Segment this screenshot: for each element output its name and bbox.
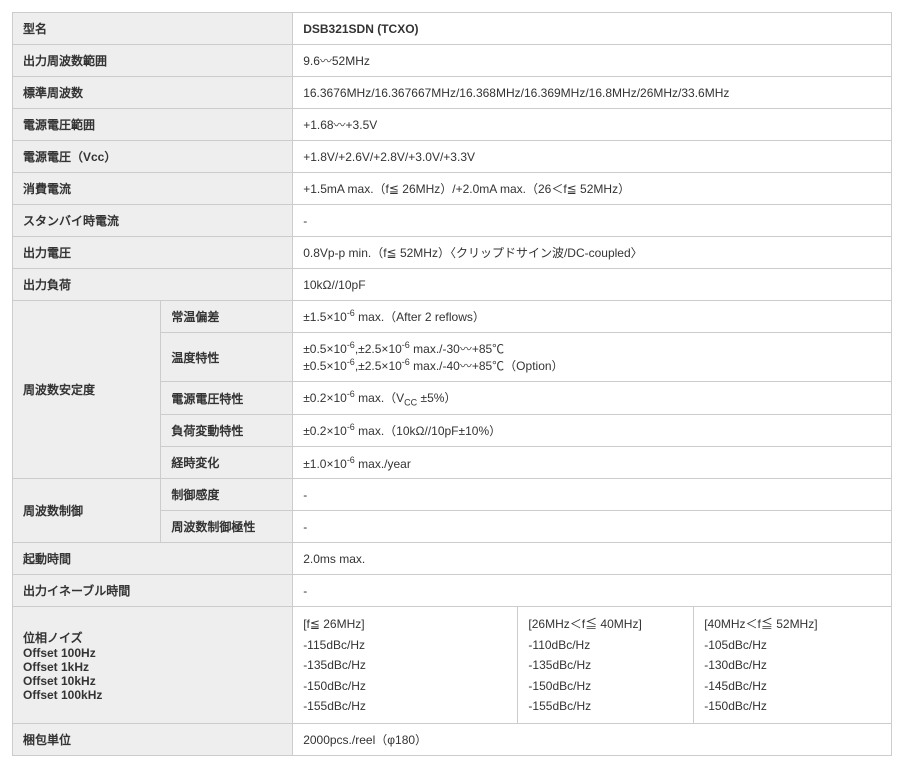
phase-noise-value: -145dBc/Hz (704, 676, 881, 696)
row-value: 2.0ms max. (293, 543, 892, 575)
row-label: 制御感度 (161, 479, 293, 511)
table-row: スタンバイ時電流- (13, 205, 892, 237)
phase-noise-value: -110dBc/Hz (528, 635, 683, 655)
row-label: 出力電圧 (13, 237, 293, 269)
row-label: 負荷変動特性 (161, 415, 293, 447)
row-label: 型名 (13, 13, 293, 45)
row-value: ±1.5×10-6 max.（After 2 reflows） (293, 301, 892, 333)
phase-noise-offset: Offset 100Hz (23, 646, 282, 660)
table-row: 標準周波数16.3676MHz/16.367667MHz/16.368MHz/1… (13, 77, 892, 109)
phase-noise-value: -105dBc/Hz (704, 635, 881, 655)
phase-noise-value: -155dBc/Hz (303, 696, 507, 716)
table-row: 電源電圧（Vcc）+1.8V/+2.6V/+2.8V/+3.0V/+3.3V (13, 141, 892, 173)
table-row: 出力イネーブル時間- (13, 575, 892, 607)
row-value: 0.8Vp-p min.（f≦ 52MHz）〈クリップドサイン波/DC-coup… (293, 237, 892, 269)
row-value: 2000pcs./reel（φ180） (293, 724, 892, 756)
row-label: 温度特性 (161, 333, 293, 382)
phase-noise-offset: Offset 1kHz (23, 660, 282, 674)
row-value: +1.68〰+3.5V (293, 109, 892, 141)
row-label: 起動時間 (13, 543, 293, 575)
row-value: 10kΩ//10pF (293, 269, 892, 301)
row-label: 周波数制御極性 (161, 511, 293, 543)
row-label: 出力負荷 (13, 269, 293, 301)
row-value: +1.8V/+2.6V/+2.8V/+3.0V/+3.3V (293, 141, 892, 173)
table-row: 出力電圧0.8Vp-p min.（f≦ 52MHz）〈クリップドサイン波/DC-… (13, 237, 892, 269)
row-value: - (293, 511, 892, 543)
row-value: - (293, 205, 892, 237)
row-value: - (293, 479, 892, 511)
row-value: - (293, 575, 892, 607)
table-row: 梱包単位2000pcs./reel（φ180） (13, 724, 892, 756)
phase-noise-col: [f≦ 26MHz]-115dBc/Hz-135dBc/Hz-150dBc/Hz… (293, 607, 518, 724)
table-row: 起動時間2.0ms max. (13, 543, 892, 575)
phase-noise-col-header: [26MHz＜f≦ 40MHz] (528, 614, 683, 634)
table-row: 出力負荷10kΩ//10pF (13, 269, 892, 301)
phase-noise-row: 位相ノイズOffset 100HzOffset 1kHzOffset 10kHz… (13, 607, 892, 724)
row-value: +1.5mA max.（f≦ 26MHz）/+2.0mA max.（26＜f≦ … (293, 173, 892, 205)
phase-noise-offset: Offset 10kHz (23, 674, 282, 688)
row-label: 位相ノイズOffset 100HzOffset 1kHzOffset 10kHz… (13, 607, 293, 724)
phase-noise-value: -155dBc/Hz (528, 696, 683, 716)
phase-noise-offset: Offset 100kHz (23, 688, 282, 702)
row-value: ±1.0×10-6 max./year (293, 447, 892, 479)
phase-noise-value: -130dBc/Hz (704, 655, 881, 675)
row-label: 消費電流 (13, 173, 293, 205)
spec-tbody: 型名DSB321SDN (TCXO)出力周波数範囲9.6〰52MHz標準周波数1… (13, 13, 892, 756)
row-label: 出力周波数範囲 (13, 45, 293, 77)
phase-noise-value: -150dBc/Hz (704, 696, 881, 716)
group-label: 周波数安定度 (13, 301, 161, 479)
phase-noise-value: -135dBc/Hz (303, 655, 507, 675)
phase-noise-header: 位相ノイズ (23, 629, 282, 646)
row-value: 16.3676MHz/16.367667MHz/16.368MHz/16.369… (293, 77, 892, 109)
phase-noise-col: [26MHz＜f≦ 40MHz]-110dBc/Hz-135dBc/Hz-150… (518, 607, 694, 724)
row-value: DSB321SDN (TCXO) (293, 13, 892, 45)
row-label: 梱包単位 (13, 724, 293, 756)
row-value: ±0.2×10-6 max.（10kΩ//10pF±10%） (293, 415, 892, 447)
phase-noise-value: -150dBc/Hz (528, 676, 683, 696)
row-label: 常温偏差 (161, 301, 293, 333)
row-label: 標準周波数 (13, 77, 293, 109)
row-value: ±0.5×10-6,±2.5×10-6 max./-30〰+85℃±0.5×10… (293, 333, 892, 382)
group-label: 周波数制御 (13, 479, 161, 543)
table-row: 電源電圧範囲+1.68〰+3.5V (13, 109, 892, 141)
row-label: 電源電圧（Vcc） (13, 141, 293, 173)
row-label: スタンバイ時電流 (13, 205, 293, 237)
phase-noise-col-header: [40MHz＜f≦ 52MHz] (704, 614, 881, 634)
row-label: 電源電圧範囲 (13, 109, 293, 141)
spec-table: 型名DSB321SDN (TCXO)出力周波数範囲9.6〰52MHz標準周波数1… (12, 12, 892, 756)
phase-noise-value: -135dBc/Hz (528, 655, 683, 675)
table-row: 周波数制御制御感度- (13, 479, 892, 511)
table-row: 出力周波数範囲9.6〰52MHz (13, 45, 892, 77)
phase-noise-value: -115dBc/Hz (303, 635, 507, 655)
phase-noise-value: -150dBc/Hz (303, 676, 507, 696)
table-row: 消費電流+1.5mA max.（f≦ 26MHz）/+2.0mA max.（26… (13, 173, 892, 205)
row-label: 経時変化 (161, 447, 293, 479)
row-label: 出力イネーブル時間 (13, 575, 293, 607)
phase-noise-col: [40MHz＜f≦ 52MHz]-105dBc/Hz-130dBc/Hz-145… (694, 607, 892, 724)
row-value: ±0.2×10-6 max.（VCC ±5%） (293, 382, 892, 415)
row-value: 9.6〰52MHz (293, 45, 892, 77)
table-row: 周波数安定度常温偏差±1.5×10-6 max.（After 2 reflows… (13, 301, 892, 333)
row-label: 電源電圧特性 (161, 382, 293, 415)
table-row: 型名DSB321SDN (TCXO) (13, 13, 892, 45)
phase-noise-col-header: [f≦ 26MHz] (303, 614, 507, 634)
